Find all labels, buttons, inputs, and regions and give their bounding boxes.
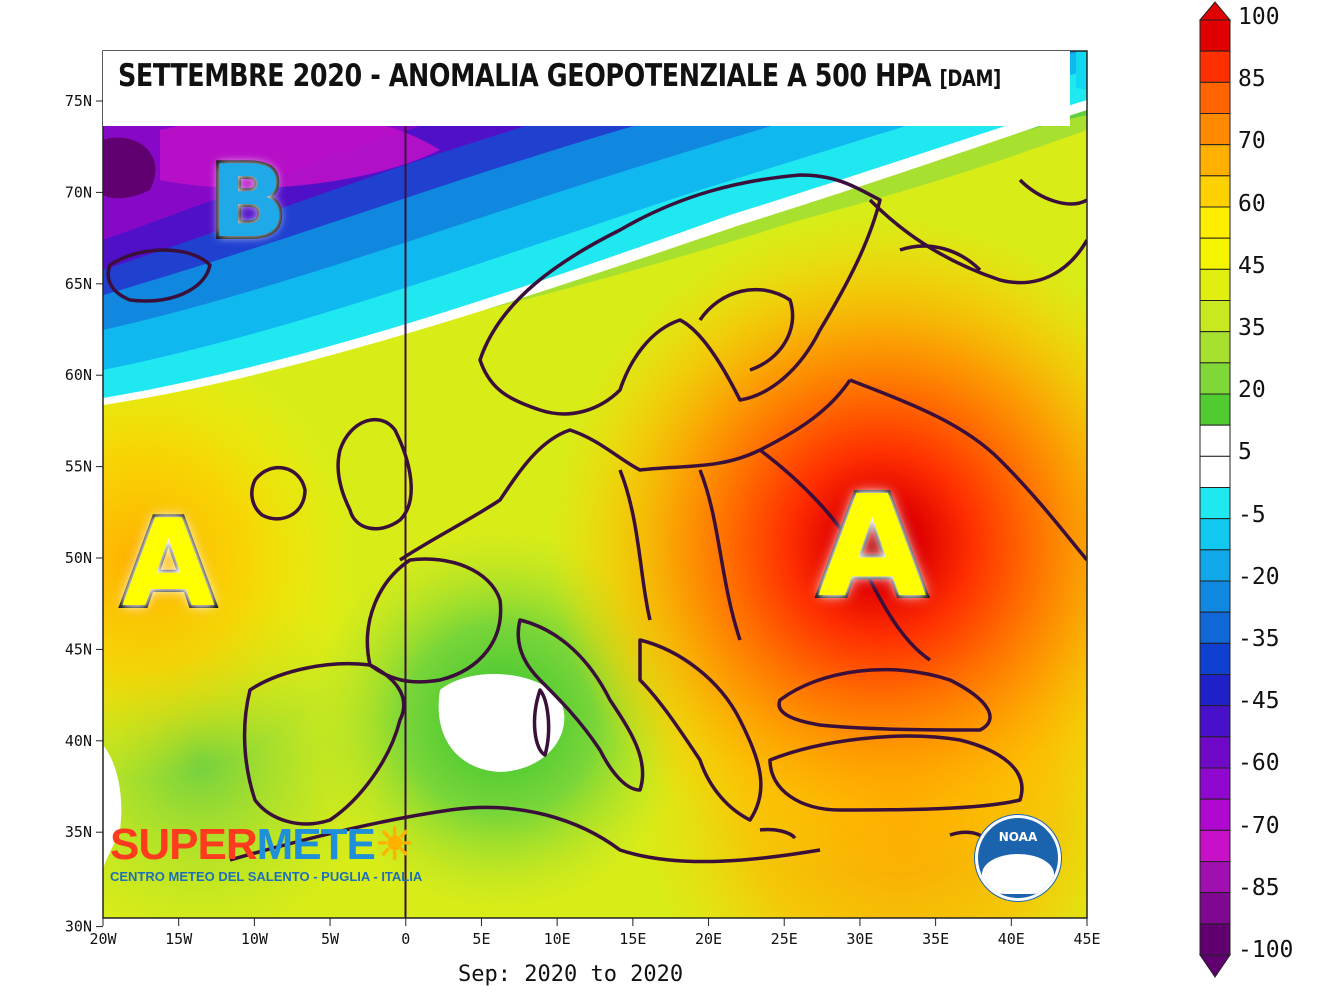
legend-colorbar (1198, 1, 1232, 978)
legend-swatch (1199, 81, 1231, 115)
lon-tick-label: 20W (89, 930, 117, 948)
anomaly-field (103, 51, 1087, 918)
legend-label: 100 (1238, 4, 1280, 30)
lat-tick-label: 35N (65, 823, 92, 841)
lat-tick-label: 70N (65, 183, 92, 201)
legend-label: 45 (1238, 252, 1266, 279)
legend-swatch (1199, 518, 1231, 551)
legend-label: -85 (1238, 874, 1280, 901)
lat-tick-label: 30N (65, 918, 92, 936)
legend-label: 85 (1238, 66, 1266, 93)
legend-swatch (1199, 642, 1231, 675)
legend-swatch (1199, 892, 1231, 925)
noaa-logo: NOAA (975, 815, 1061, 901)
logo-wordmark: SUPERMETE☀ (110, 823, 422, 867)
high-pressure-label-west: A (119, 495, 218, 634)
high-pressure-label-east: A (815, 466, 929, 629)
legend-swatch (1199, 455, 1231, 489)
legend-swatch (1199, 362, 1231, 395)
supermeteo-logo: SUPERMETE☀ CENTRO METEO DEL SALENTO - PU… (110, 823, 423, 885)
legend-swatch (1199, 736, 1231, 769)
legend-swatch (1199, 113, 1231, 146)
legend-swatch (1199, 549, 1231, 582)
legend-swatch (1199, 424, 1231, 457)
map-title-unit: [DAM] (939, 67, 1002, 92)
title-background (103, 51, 1070, 126)
coastlines (106, 173, 1087, 864)
legend-swatch (1199, 487, 1231, 520)
logo-wordmark-red: SUPER (110, 820, 258, 869)
lat-tick-label: 40N (65, 732, 92, 750)
lon-tick-label: 35E (922, 930, 949, 948)
legend-swatch (1199, 237, 1231, 270)
lon-tick-label: 40E (998, 930, 1025, 948)
lat-tick-label: 75N (65, 92, 92, 110)
legend-arrow-top (1198, 1, 1232, 21)
legend-label: -60 (1238, 750, 1280, 777)
legend-label: 60 (1238, 190, 1266, 217)
legend-label: 35 (1238, 315, 1266, 341)
lon-tick-label: 10E (544, 930, 571, 948)
lon-tick-label: 5E (472, 930, 490, 948)
legend-label: 5 (1238, 439, 1252, 466)
legend-swatch (1199, 767, 1231, 800)
legend-label: 70 (1238, 128, 1266, 155)
lat-tick-label: 60N (65, 366, 92, 384)
legend-swatch (1199, 611, 1231, 644)
noaa-bird-icon (982, 854, 1054, 894)
legend-swatch (1199, 300, 1231, 333)
legend-label: -100 (1238, 937, 1294, 963)
lon-tick-label: 15E (619, 930, 646, 948)
lat-tick-label: 65N (65, 275, 92, 293)
legend-swatch (1199, 705, 1231, 738)
lon-tick-label: 20E (695, 930, 722, 948)
period-label: Sep: 2020 to 2020 (458, 962, 684, 987)
legend-label: -45 (1238, 688, 1280, 715)
legend-swatch (1199, 829, 1231, 862)
legend-label: -70 (1238, 812, 1280, 839)
legend-swatch (1199, 674, 1231, 707)
lat-tick-label: 50N (65, 549, 92, 567)
logo-wordmark-blue: METE (256, 820, 376, 869)
latitude-axis: 75N 70N 65N 60N 55N 50N 45N 40N 35N 30N (65, 92, 103, 936)
legend-arrow-bottom (1199, 954, 1231, 978)
legend-swatch (1199, 268, 1231, 302)
map-title-text: SETTEMBRE 2020 - ANOMALIA GEOPOTENZIALE … (118, 58, 932, 94)
legend-swatch (1199, 393, 1231, 426)
sun-icon: ☀ (374, 820, 414, 869)
legend-swatch (1199, 175, 1231, 208)
lon-tick-label: 25E (771, 930, 798, 948)
legend-label: -20 (1238, 563, 1280, 590)
lat-tick-label: 45N (65, 640, 92, 658)
legend-swatch (1199, 144, 1231, 177)
legend-label: 20 (1238, 377, 1266, 404)
lon-tick-label: 30E (846, 930, 873, 948)
legend-swatch (1199, 19, 1231, 52)
legend-swatch (1199, 206, 1231, 239)
lon-tick-label: 10W (241, 930, 269, 948)
noaa-logo-text: NOAA (998, 830, 1038, 844)
legend-swatch (1199, 331, 1231, 364)
lon-tick-label: 5W (321, 930, 340, 948)
legend-swatch (1199, 580, 1231, 613)
lon-tick-label: 0 (401, 930, 410, 948)
lon-tick-label: 45E (1073, 930, 1100, 948)
lat-tick-label: 55N (65, 458, 92, 476)
legend-label: -35 (1238, 626, 1280, 652)
longitude-axis: 20W 15W 10W 5W 0 5E 10E 15E 20E 25E 30E 35E 40E 45E (89, 918, 1101, 948)
map-title: SETTEMBRE 2020 - ANOMALIA GEOPOTENZIALE … (118, 58, 1001, 94)
logo-subtitle: CENTRO METEO DEL SALENTO - PUGLIA - ITAL… (110, 869, 423, 884)
lon-tick-label: 15W (165, 930, 193, 948)
legend-swatch (1199, 861, 1231, 894)
legend-label: -5 (1238, 501, 1266, 528)
low-pressure-label: B (207, 143, 289, 260)
legend-swatch (1199, 798, 1231, 831)
legend-swatch (1199, 50, 1231, 83)
legend-swatch (1199, 923, 1231, 956)
